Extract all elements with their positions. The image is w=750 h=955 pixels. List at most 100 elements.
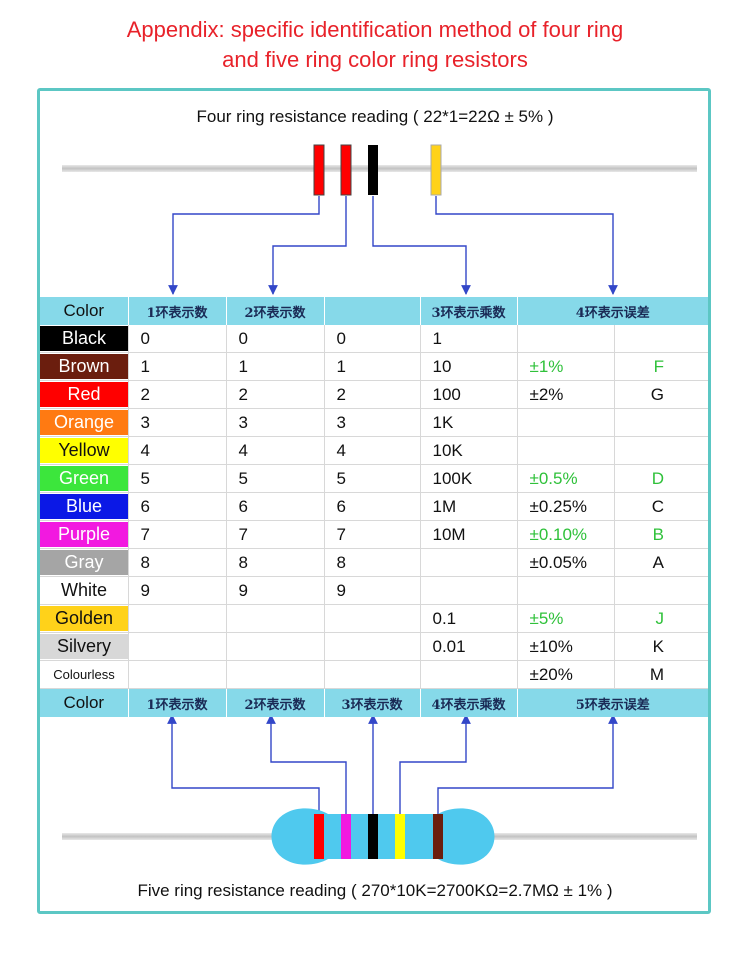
- value-cell-d2: [225, 660, 324, 689]
- value-cell-mult: [419, 576, 517, 605]
- value-cell-d1: 7: [127, 520, 226, 549]
- value-cell-d2: 0: [225, 325, 324, 353]
- value-cell-d2: 3: [225, 408, 324, 437]
- color-cell: Silvery: [40, 632, 128, 661]
- color-swatch: White: [40, 578, 128, 603]
- color-cell: Brown: [40, 352, 128, 381]
- bottom-band-1-red: [314, 814, 324, 859]
- value-cell-tol: [516, 576, 614, 605]
- title-line-2: and five ring color ring resistors: [222, 47, 528, 72]
- value-cell-code: B: [613, 520, 709, 549]
- value-cell-tol: ±20%: [516, 660, 614, 689]
- table-row: Red 2 2 2 100 ±2% G: [40, 380, 709, 409]
- table-header-top-cell: [323, 297, 420, 325]
- value-cell-code: D: [613, 464, 709, 493]
- value-cell-d3: 3: [323, 408, 420, 437]
- color-swatch: Green: [40, 466, 128, 491]
- value-cell-d3: 9: [323, 576, 420, 605]
- table-header-top-cell: 2环表示数: [225, 297, 324, 325]
- top-band-1-red: [313, 144, 325, 196]
- bottom-arrows: [167, 714, 618, 815]
- value-cell-d3: 7: [323, 520, 420, 549]
- table-row: Brown 1 1 1 10 ±1% F: [40, 352, 709, 381]
- top-arrows: [168, 196, 618, 295]
- color-cell: White: [40, 576, 128, 605]
- table-row: Golden 0.1 ±5% J: [40, 604, 709, 633]
- color-cell: Gray: [40, 548, 128, 577]
- value-cell-d1: [127, 632, 226, 661]
- table-row: Black 0 0 0 1: [40, 325, 709, 353]
- value-cell-d3: 5: [323, 464, 420, 493]
- value-cell-mult: [419, 660, 517, 689]
- bottom-band-3-black: [368, 814, 378, 859]
- table-row: White 9 9 9: [40, 576, 709, 605]
- value-cell-d3: 4: [323, 436, 420, 465]
- color-cell: Orange: [40, 408, 128, 437]
- value-cell-mult: 10M: [419, 520, 517, 549]
- table-header-bottom-cell: 2环表示数: [225, 688, 324, 717]
- color-swatch: Red: [40, 382, 128, 407]
- value-cell-d3: [323, 632, 420, 661]
- value-cell-d3: 6: [323, 492, 420, 521]
- color-cell: Purple: [40, 520, 128, 549]
- value-cell-tol: ±0.5%: [516, 464, 614, 493]
- value-cell-d3: [323, 604, 420, 633]
- color-swatch: Yellow: [40, 438, 128, 463]
- table-header-top-cell: 3环表示乘数: [419, 297, 517, 325]
- table-header-bottom-cell: 5环表示误差: [516, 688, 709, 717]
- value-cell-mult: 100K: [419, 464, 517, 493]
- value-cell-d2: [225, 632, 324, 661]
- table-header-top-cell: 1环表示数: [127, 297, 226, 325]
- value-cell-d2: 4: [225, 436, 324, 465]
- value-cell-d2: 5: [225, 464, 324, 493]
- color-swatch: Black: [40, 326, 128, 351]
- value-cell-code: [613, 325, 709, 353]
- value-cell-tol: [516, 325, 614, 353]
- table-row: Silvery 0.01 ±10% K: [40, 632, 709, 661]
- table-header-top-cell: 4环表示误差: [516, 297, 709, 325]
- value-cell-code: M: [613, 660, 709, 689]
- value-cell-d3: 1: [323, 352, 420, 381]
- value-cell-d3: [323, 660, 420, 689]
- value-cell-d3: 0: [323, 325, 420, 353]
- top-band-4-gold: [430, 144, 442, 196]
- title-line-1: Appendix: specific identification method…: [126, 17, 624, 42]
- value-cell-d2: 7: [225, 520, 324, 549]
- color-cell: Yellow: [40, 436, 128, 465]
- color-cell: Blue: [40, 492, 128, 521]
- color-cell: Colourless: [40, 660, 128, 689]
- color-swatch: Purple: [40, 522, 128, 547]
- value-cell-mult: 0.01: [419, 632, 517, 661]
- color-cell: Green: [40, 464, 128, 493]
- value-cell-tol: ±0.25%: [516, 492, 614, 521]
- value-cell-tol: ±2%: [516, 380, 614, 409]
- value-cell-tol: ±5%: [516, 604, 614, 633]
- color-cell: Red: [40, 380, 128, 409]
- value-cell-d1: 2: [127, 380, 226, 409]
- value-cell-d1: [127, 604, 226, 633]
- value-cell-tol: ±0.10%: [516, 520, 614, 549]
- color-swatch: Brown: [40, 354, 128, 379]
- value-cell-d2: 1: [225, 352, 324, 381]
- table-row: Orange 3 3 3 1K: [40, 408, 709, 437]
- value-cell-d2: [225, 604, 324, 633]
- table-header-bottom-cell: 4环表示乘数: [419, 688, 517, 717]
- value-cell-d1: 9: [127, 576, 226, 605]
- value-cell-code: [613, 436, 709, 465]
- value-cell-code: C: [613, 492, 709, 521]
- top-band-3-black: [368, 145, 378, 195]
- color-cell: Golden: [40, 604, 128, 633]
- value-cell-tol: ±10%: [516, 632, 614, 661]
- value-cell-tol: ±0.05%: [516, 548, 614, 577]
- table-header-bottom: Color 1环表示数 2环表示数 3环表示数 4环表示乘数 5环表示误差: [40, 688, 709, 717]
- table-row: Green 5 5 5 100K ±0.5% D: [40, 464, 709, 493]
- color-swatch: Gray: [40, 550, 128, 575]
- value-cell-code: A: [613, 548, 709, 577]
- value-cell-tol: [516, 436, 614, 465]
- table-header-bottom-cell: 1环表示数: [127, 688, 226, 717]
- value-cell-tol: [516, 408, 614, 437]
- table-header-top: Color 1环表示数 2环表示数 3环表示乘数 4环表示误差: [40, 297, 709, 325]
- color-cell: Black: [40, 325, 128, 353]
- value-cell-d2: 8: [225, 548, 324, 577]
